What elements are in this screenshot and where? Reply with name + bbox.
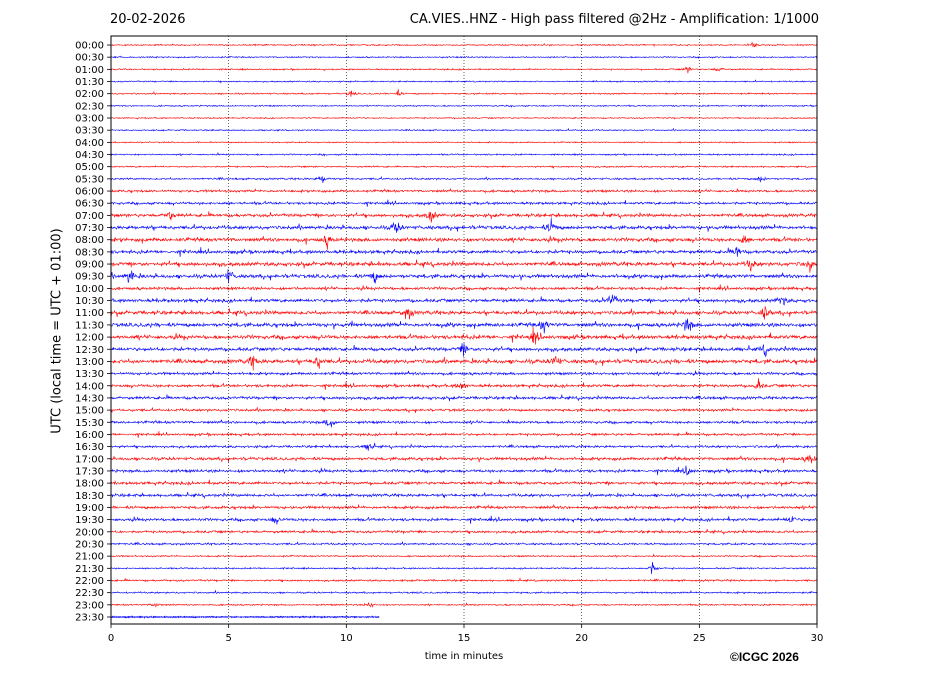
y-tick-label: 02:00 [75,89,104,100]
x-tick-label: 30 [811,633,824,644]
x-axis-ticks: 0 5 10 15 20 25 30 [108,624,824,644]
trace-row-1130 [110,318,818,334]
trace-row-1500 [110,407,818,414]
y-tick-label: 10:00 [75,284,104,295]
y-tick-label: 21:00 [75,552,104,563]
y-tick-label: 19:00 [75,503,104,514]
y-tick-label: 09:30 [75,272,104,283]
y-tick-label: 15:30 [75,418,104,429]
grid-lines [228,36,700,624]
trace-row-1230 [110,343,818,358]
y-tick-label: 06:00 [75,187,104,198]
x-tick-label: 25 [693,633,706,644]
y-tick-label: 00:30 [75,53,104,64]
y-tick-label: 05:00 [75,162,104,173]
x-axis-label: time in minutes [424,651,504,662]
x-tick-label: 5 [225,633,231,644]
y-tick-label: 03:00 [75,114,104,125]
y-tick-label: 11:00 [75,308,104,319]
trace-row-1330 [110,370,818,377]
y-tick-label: 10:30 [75,296,104,307]
y-tick-label: 18:00 [75,479,104,490]
plot-frame [110,35,818,625]
trace-row-2300 [110,602,818,608]
y-tick-label: 09:00 [75,260,104,271]
y-tick-label: 03:30 [75,126,104,137]
y-tick-label: 13:00 [75,357,104,368]
copyright-credit: ©ICGC 2026 [730,650,799,664]
y-tick-label: 08:30 [75,247,104,258]
y-tick-label: 02:30 [75,101,104,112]
trace-row-2230 [110,589,818,595]
y-tick-label: 05:30 [75,174,104,185]
x-tick-label: 10 [340,633,353,644]
trace-row-1200 [110,326,818,345]
y-tick-label: 13:30 [75,369,104,380]
y-tick-label: 23:30 [75,612,104,623]
trace-row-0400 [110,141,818,144]
trace-row-2200 [110,577,818,583]
y-tick-label: 00:00 [75,41,104,52]
x-tick-label: 0 [108,633,114,644]
y-tick-label: 22:00 [75,576,104,587]
y-tick-label: 17:30 [75,466,104,477]
trace-row-1530 [110,419,818,428]
trace-row-0500 [110,165,818,169]
y-tick-label: 01:30 [75,77,104,88]
y-tick-label: 04:30 [75,150,104,161]
y-tick-label: 15:00 [75,406,104,417]
y-tick-label: 07:00 [75,211,104,222]
chart-title: CA.VIES..HNZ - High pass filtered @2Hz -… [409,12,819,27]
date-label: 20-02-2026 [110,12,186,27]
y-tick-label: 20:30 [75,539,104,550]
y-tick-label: 04:00 [75,138,104,149]
x-tick-label: 20 [575,633,588,644]
y-tick-label: 16:30 [75,442,104,453]
trace-row-1430 [110,394,818,402]
trace-row-0630 [110,199,818,207]
trace-row-0000 [110,42,818,48]
trace-row-1600 [110,431,818,438]
y-tick-label: 08:00 [75,235,104,246]
trace-row-0530 [110,175,818,183]
y-tick-label: 12:30 [75,345,104,356]
trace-row-1730 [110,465,818,476]
y-tick-label: 19:30 [75,515,104,526]
y-tick-label: 23:00 [75,600,104,611]
trace-row-2330 [110,615,380,620]
y-tick-label: 18:30 [75,491,104,502]
y-tick-label: 07:30 [75,223,104,234]
y-tick-label: 14:30 [75,393,104,404]
y-axis-label: UTC (local time = UTC + 01:00) [49,228,65,434]
y-tick-label: 17:00 [75,454,104,465]
y-tick-label: 20:00 [75,527,104,538]
trace-row-0430 [110,151,818,157]
y-tick-label: 14:00 [75,381,104,392]
y-tick-label: 12:00 [75,333,104,344]
y-tick-label: 16:00 [75,430,104,441]
y-tick-label: 01:00 [75,65,104,76]
y-tick-label: 11:30 [75,320,104,331]
y-tick-label: 22:30 [75,588,104,599]
x-tick-label: 15 [458,633,471,644]
y-tick-label: 06:30 [75,199,104,210]
y-tick-label: 21:30 [75,564,104,575]
